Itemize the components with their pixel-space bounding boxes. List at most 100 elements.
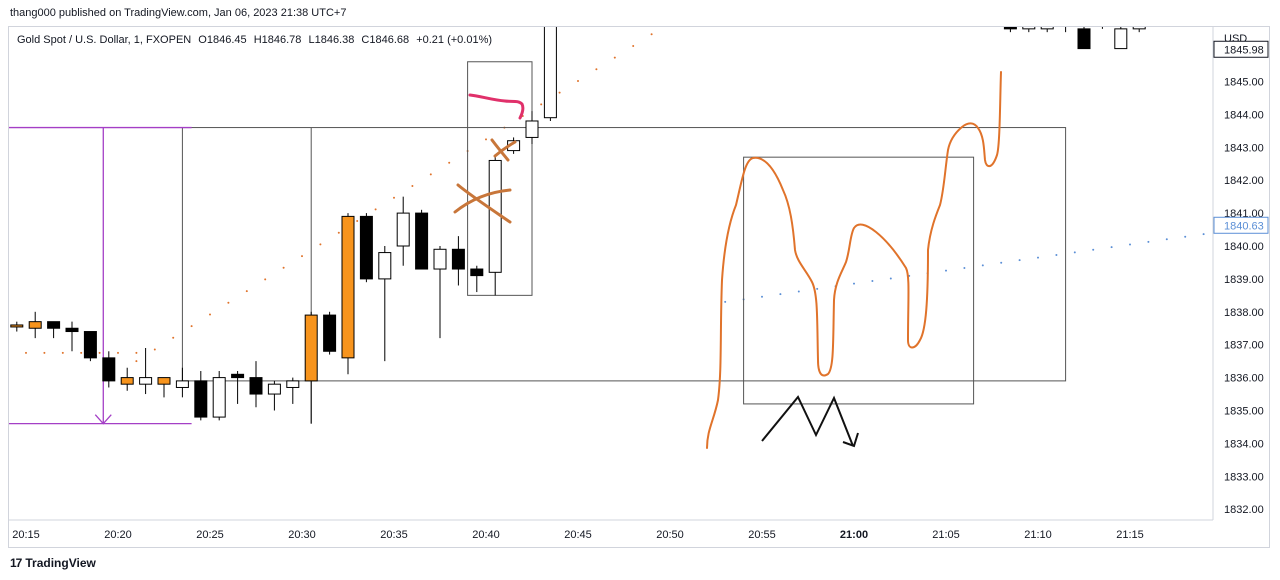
indicator-dot [1184,235,1187,238]
price-tick-label: 1833.00 [1224,471,1264,483]
candle-body [231,373,245,379]
candle-body [139,377,153,385]
indicator-dot [1202,233,1205,236]
indicator-dot [1037,256,1039,259]
indicator-dot [613,56,616,59]
indicator-dot [80,351,83,354]
indicator-dot [1165,238,1168,241]
price-tick-label: 1843.00 [1224,142,1264,154]
time-tick-label: 20:20 [104,529,132,541]
candle-body [1207,19,1219,22]
tradingview-logo-icon: 17 [10,556,22,570]
indicator-dot [669,22,671,24]
indicator-dot [963,267,966,270]
price-tick-label: 1836.00 [1224,373,1264,385]
candle-body [1132,27,1146,30]
indicator-dot [117,351,119,354]
indicator-dot [981,264,984,267]
candle-body [525,120,539,138]
candle-body [304,314,318,382]
rectangle-drawing [181,127,1067,382]
price-tick-label: 1837.00 [1224,340,1264,352]
measure-arrow-icon [94,414,112,425]
tradingview-logo: 17 TradingView [10,556,96,570]
indicator-dot [411,185,414,188]
tradingview-logo-text: TradingView [25,556,96,570]
candle-body [1114,28,1128,50]
price-tick-label: 1832.00 [1224,504,1264,516]
time-tick-label: 20:50 [656,529,684,541]
freehand-small-cross-icon [490,138,517,162]
indicator-dot [1055,253,1058,256]
indicator-dot [245,290,248,293]
indicator-dot [227,301,230,304]
time-tick-label: 20:40 [472,529,500,541]
indicator-dot [889,277,892,280]
price-tick-label: 1844.00 [1224,109,1264,121]
candle-body [194,380,208,418]
time-tick-label: 20:15 [12,529,40,541]
indicator-dot [779,293,782,296]
price-tag-label: 1845.98 [1224,44,1264,56]
indicator-dot [1092,248,1095,251]
candle-body [1096,22,1108,24]
indicator-dot [209,313,211,316]
candle-body [433,248,447,270]
candle-body [249,377,263,395]
candle-body [83,331,97,359]
candle-body [157,377,171,385]
indicator-dot [153,348,156,351]
candle-body [1003,27,1017,30]
indicator-dot [135,351,138,354]
legend-high: H1846.78 [253,34,302,46]
candle-body [415,212,429,270]
time-tick-label: 21:15 [1116,529,1144,541]
time-tick-label: 21:10 [1024,529,1052,541]
time-tick-label: 20:55 [748,529,776,541]
indicator-dot [540,103,543,106]
indicator-dot [190,325,193,328]
candle-body [359,215,373,280]
time-tick-label: 21:00 [840,529,868,541]
indicator-dot [797,290,800,293]
legend-low: L1846.38 [308,34,355,46]
time-tick-label: 21:05 [932,529,960,541]
legend-close: C1846.68 [361,34,410,46]
indicator-dot [558,91,561,94]
candle-body [10,324,24,328]
candle-body [323,314,337,352]
price-tick-label: 1842.00 [1224,175,1264,187]
price-tag-label: 1840.63 [1224,220,1264,232]
indicator-dot [650,33,653,36]
candle-body [1022,27,1036,30]
chart-legend: Gold Spot / U.S. Dollar, 1, FXOPEN O1846… [17,34,496,46]
price-tick-label: 1838.00 [1224,307,1264,319]
candle-body [451,248,465,270]
indicator-dot [301,255,303,258]
indicator-dot [393,196,395,199]
indicator-dot [135,360,138,363]
indicator-dot [595,68,598,71]
candle-body [120,377,134,385]
indicator-dot [448,161,451,164]
indicator-dot [816,287,819,290]
indicator-dot [871,280,874,283]
plot-area [9,19,1219,449]
time-tick-label: 20:35 [380,529,408,541]
rectangle-drawing [743,156,975,405]
indicator-dot [485,138,487,141]
indicator-dot [761,295,763,298]
candle-body [378,252,392,280]
candle-body [1077,28,1091,50]
price-tick-label: 1834.00 [1224,438,1264,450]
price-tag-box [1213,216,1269,234]
indicator-dot [61,351,64,354]
time-tick-label: 20:45 [564,529,592,541]
candle-body [28,321,42,329]
indicator-dot [853,282,855,285]
indicator-dot [1147,240,1150,243]
candle-body [396,212,410,247]
indicator-dot [43,351,46,354]
freehand-cross-icon [453,183,512,224]
